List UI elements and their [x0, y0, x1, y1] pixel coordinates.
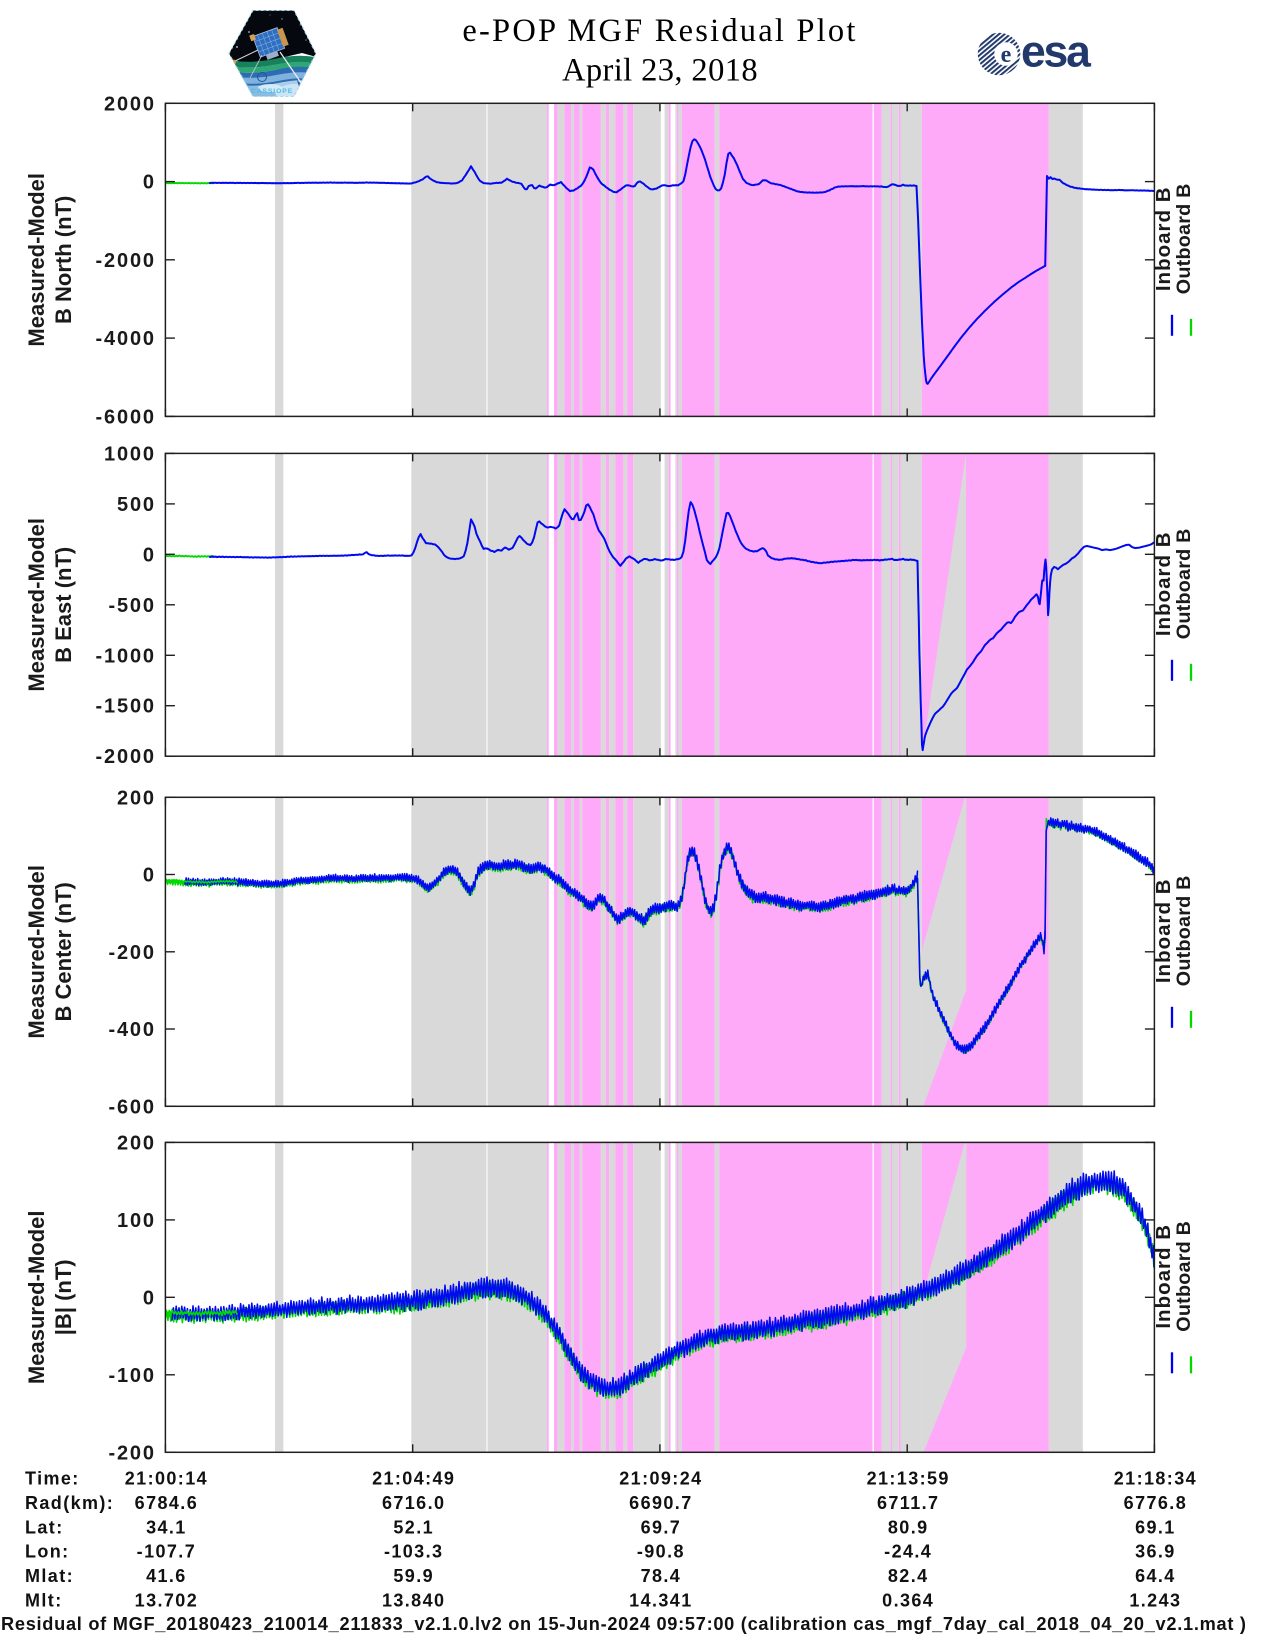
svg-text:52.1: 52.1 [393, 1517, 434, 1537]
svg-text:Mlat:: Mlat: [25, 1566, 74, 1586]
svg-text:0: 0 [143, 865, 156, 887]
svg-text:41.6: 41.6 [146, 1566, 187, 1586]
svg-text:6711.7: 6711.7 [877, 1493, 939, 1513]
svg-text:78.4: 78.4 [641, 1566, 682, 1586]
svg-text:64.4: 64.4 [1135, 1566, 1176, 1586]
svg-text:Measured-Model: Measured-Model [24, 173, 49, 347]
svg-text:13.702: 13.702 [135, 1591, 198, 1611]
svg-text:6784.6: 6784.6 [135, 1493, 198, 1513]
svg-text:2000: 2000 [104, 93, 156, 115]
svg-text:80.9: 80.9 [888, 1517, 929, 1537]
svg-text:69.7: 69.7 [641, 1517, 682, 1537]
svg-text:|B| (nT): |B| (nT) [51, 1259, 76, 1335]
svg-text:Outboard B: Outboard B [1173, 183, 1195, 294]
svg-text:Outboard B: Outboard B [1173, 1221, 1195, 1332]
svg-text:Outboard B: Outboard B [1173, 528, 1195, 639]
svg-text:36.9: 36.9 [1135, 1542, 1176, 1562]
svg-text:0.364: 0.364 [882, 1591, 934, 1611]
svg-text:-2000: -2000 [95, 746, 155, 768]
svg-text:-200: -200 [108, 1442, 155, 1464]
svg-text:6716.0: 6716.0 [382, 1493, 445, 1513]
svg-text:6776.8: 6776.8 [1124, 1493, 1187, 1513]
svg-text:-1000: -1000 [95, 645, 155, 667]
svg-text:-600: -600 [108, 1096, 155, 1118]
svg-text:-6000: -6000 [95, 406, 155, 428]
svg-text:69.1: 69.1 [1135, 1517, 1176, 1537]
svg-text:200: 200 [117, 787, 156, 809]
svg-text:21:18:34: 21:18:34 [1114, 1469, 1197, 1489]
svg-text:e: e [1001, 42, 1012, 68]
svg-text:14.341: 14.341 [629, 1591, 692, 1611]
svg-text:B Center (nT): B Center (nT) [51, 882, 76, 1021]
svg-text:21:00:14: 21:00:14 [125, 1469, 208, 1489]
svg-text:-200: -200 [108, 942, 155, 964]
svg-text:1000: 1000 [104, 443, 156, 465]
svg-text:B East (nT): B East (nT) [51, 547, 76, 663]
svg-text:Outboard B: Outboard B [1173, 875, 1195, 986]
svg-text:Time:: Time: [25, 1469, 80, 1489]
svg-text:-24.4: -24.4 [884, 1542, 932, 1562]
svg-text:0: 0 [143, 172, 156, 194]
svg-text:0: 0 [143, 1287, 156, 1309]
svg-text:59.9: 59.9 [393, 1566, 434, 1586]
svg-text:esa: esa [1021, 28, 1092, 77]
svg-text:21:13:59: 21:13:59 [867, 1469, 950, 1489]
svg-text:1.243: 1.243 [1129, 1591, 1181, 1611]
svg-text:CASSIOPE: CASSIOPE [251, 88, 293, 95]
svg-text:-90.8: -90.8 [637, 1542, 685, 1562]
svg-text:B North (nT): B North (nT) [51, 196, 76, 324]
svg-text:-100: -100 [108, 1365, 155, 1387]
svg-text:e-POP MGF Residual Plot: e-POP MGF Residual Plot [462, 13, 857, 49]
svg-text:34.1: 34.1 [146, 1517, 187, 1537]
svg-text:Inboard B: Inboard B [1152, 531, 1175, 636]
svg-text:-103.3: -103.3 [384, 1542, 443, 1562]
svg-text:0: 0 [143, 544, 156, 566]
svg-text:Residual of MGF_20180423_21001: Residual of MGF_20180423_210014_211833_v… [1, 1614, 1247, 1634]
svg-text:-500: -500 [108, 595, 155, 617]
svg-text:-4000: -4000 [95, 328, 155, 350]
svg-text:Mlt:: Mlt: [25, 1591, 63, 1611]
svg-text:21:04:49: 21:04:49 [372, 1469, 455, 1489]
svg-text:-107.7: -107.7 [137, 1542, 196, 1562]
svg-text:April 23, 2018: April 23, 2018 [562, 53, 758, 89]
svg-text:100: 100 [117, 1210, 156, 1232]
svg-text:Lat:: Lat: [25, 1517, 64, 1537]
svg-text:21:09:24: 21:09:24 [619, 1469, 702, 1489]
svg-text:6690.7: 6690.7 [629, 1493, 692, 1513]
svg-text:Measured-Model: Measured-Model [24, 865, 49, 1039]
svg-text:Inboard B: Inboard B [1152, 186, 1175, 291]
svg-text:Measured-Model: Measured-Model [24, 1211, 49, 1385]
svg-text:13.840: 13.840 [382, 1591, 445, 1611]
svg-text:200: 200 [117, 1132, 156, 1154]
svg-text:500: 500 [117, 494, 156, 516]
svg-text:Lon:: Lon: [25, 1542, 70, 1562]
svg-text:-400: -400 [108, 1019, 155, 1041]
svg-text:-1500: -1500 [95, 696, 155, 718]
svg-text:Measured-Model: Measured-Model [24, 518, 49, 692]
svg-text:Inboard B: Inboard B [1152, 1224, 1175, 1329]
svg-text:Rad(km):: Rad(km): [25, 1493, 114, 1513]
svg-text:82.4: 82.4 [888, 1566, 929, 1586]
svg-text:-2000: -2000 [95, 250, 155, 272]
svg-text:Inboard B: Inboard B [1152, 878, 1175, 983]
